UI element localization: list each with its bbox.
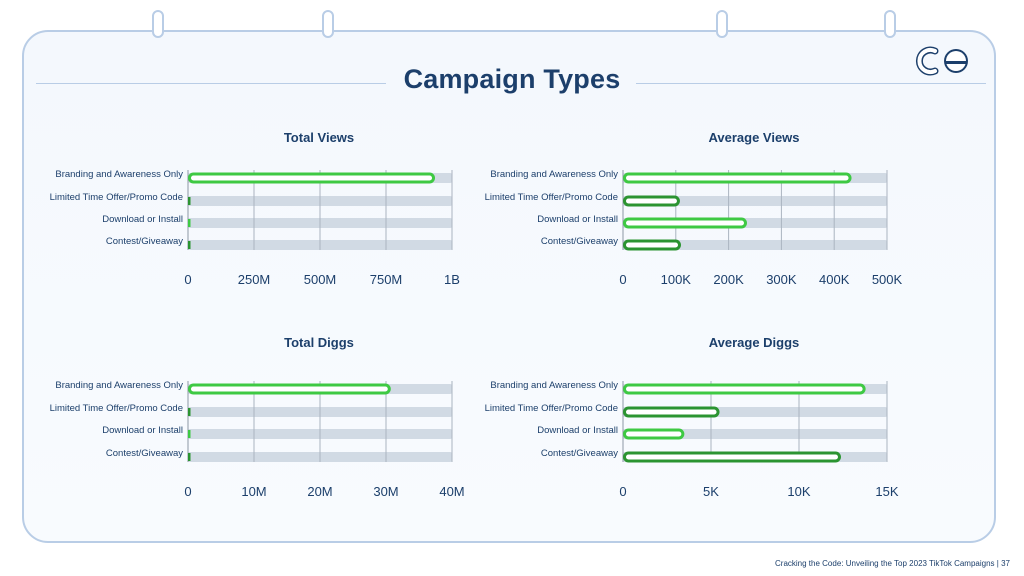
bar-3 <box>623 217 747 229</box>
bar-track <box>623 429 887 439</box>
tick-label: 1B <box>444 272 460 287</box>
bar-track <box>623 196 887 206</box>
bar-1 <box>188 172 436 184</box>
category-label: Limited Time Offer/Promo Code <box>485 403 618 414</box>
tick-label: 15K <box>875 484 898 499</box>
tick-label: 0 <box>184 272 191 287</box>
chart-title-average-views: Average Views <box>708 130 800 145</box>
tick-label: 30M <box>373 484 398 499</box>
category-label: Download or Install <box>102 425 183 436</box>
bar-2 <box>188 408 191 416</box>
tick-label: 40M <box>439 484 464 499</box>
bar-4 <box>623 239 681 251</box>
category-label: Contest/Giveaway <box>106 236 183 247</box>
tick-label: 0 <box>619 484 626 499</box>
bar-track <box>623 240 887 250</box>
bar-4 <box>188 241 191 249</box>
category-label: Limited Time Offer/Promo Code <box>50 192 183 203</box>
bar-4 <box>623 451 841 463</box>
tick-label: 250M <box>238 272 271 287</box>
chart-title-total-views: Total Views <box>283 130 355 145</box>
category-label: Branding and Awareness Only <box>55 380 183 391</box>
tick-label: 5K <box>703 484 719 499</box>
tick-label: 0 <box>184 484 191 499</box>
category-label: Limited Time Offer/Promo Code <box>485 192 618 203</box>
bar-3 <box>188 430 191 438</box>
brand-logo-icon <box>915 46 968 76</box>
tick-label: 200K <box>713 272 744 287</box>
footer-separator: | <box>996 559 1002 568</box>
tick-label: 500K <box>872 272 903 287</box>
title-rule-right <box>636 83 986 84</box>
binder-ring <box>884 10 896 38</box>
category-label: Limited Time Offer/Promo Code <box>50 403 183 414</box>
bar-4 <box>188 453 191 461</box>
category-label: Contest/Giveaway <box>541 236 618 247</box>
category-label: Branding and Awareness Only <box>55 169 183 180</box>
tick-label: 100K <box>661 272 692 287</box>
chart-title-average-diggs: Average Diggs <box>708 335 800 350</box>
category-label: Branding and Awareness Only <box>490 169 618 180</box>
binder-ring <box>322 10 334 38</box>
bar-1 <box>623 383 866 395</box>
bar-2 <box>188 197 191 205</box>
bar-1 <box>188 383 391 395</box>
page-title: Campaign Types <box>403 64 621 94</box>
binder-ring <box>152 10 164 38</box>
page-number: 37 <box>1001 559 1010 568</box>
tick-label: 500M <box>304 272 337 287</box>
bar-2 <box>623 195 680 207</box>
footer: Cracking the Code: Unveiling the Top 202… <box>775 559 1010 568</box>
tick-label: 10M <box>241 484 266 499</box>
category-label: Branding and Awareness Only <box>490 380 618 391</box>
bar-3 <box>623 428 685 440</box>
footer-text: Cracking the Code: Unveiling the Top 202… <box>775 559 995 568</box>
title-rule-left <box>36 83 386 84</box>
category-label: Download or Install <box>102 214 183 225</box>
bar-3 <box>188 219 191 227</box>
category-label: Contest/Giveaway <box>106 448 183 459</box>
tick-label: 300K <box>766 272 797 287</box>
binder-ring <box>716 10 728 38</box>
tick-label: 20M <box>307 484 332 499</box>
bar-1 <box>623 172 852 184</box>
category-label: Contest/Giveaway <box>541 448 618 459</box>
tick-label: 400K <box>819 272 850 287</box>
category-label: Download or Install <box>537 425 618 436</box>
tick-label: 10K <box>787 484 810 499</box>
tick-label: 750M <box>370 272 403 287</box>
bar-2 <box>623 406 720 418</box>
tick-label: 0 <box>619 272 626 287</box>
chart-title-total-diggs: Total Diggs <box>284 335 354 350</box>
category-label: Download or Install <box>537 214 618 225</box>
